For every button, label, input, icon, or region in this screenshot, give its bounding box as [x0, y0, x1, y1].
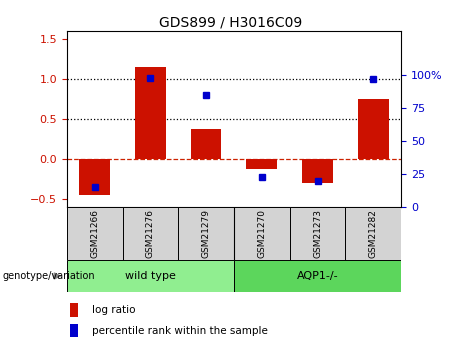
Bar	[79, 159, 110, 195]
Bar	[70, 324, 78, 337]
Bar	[302, 159, 333, 183]
Bar	[345, 207, 401, 260]
Bar	[70, 304, 78, 317]
Text: wild type: wild type	[125, 271, 176, 281]
Bar	[290, 207, 345, 260]
Text: percentile rank within the sample: percentile rank within the sample	[92, 326, 268, 336]
Bar	[135, 67, 165, 159]
Text: GSM21266: GSM21266	[90, 209, 99, 258]
Bar	[234, 260, 401, 292]
Text: GSM21282: GSM21282	[369, 209, 378, 258]
Bar	[67, 260, 234, 292]
Text: genotype/variation: genotype/variation	[2, 271, 95, 281]
Text: AQP1-/-: AQP1-/-	[297, 271, 338, 281]
Text: GDS899 / H3016C09: GDS899 / H3016C09	[159, 16, 302, 30]
Bar	[123, 207, 178, 260]
Text: GSM21270: GSM21270	[257, 209, 266, 258]
Bar	[191, 129, 221, 159]
Bar	[178, 207, 234, 260]
Bar	[234, 207, 290, 260]
Bar	[247, 159, 277, 169]
Bar	[358, 99, 389, 159]
Text: GSM21276: GSM21276	[146, 209, 155, 258]
Text: log ratio: log ratio	[92, 305, 136, 315]
Bar	[67, 207, 123, 260]
Text: GSM21279: GSM21279	[201, 209, 211, 258]
Text: GSM21273: GSM21273	[313, 209, 322, 258]
